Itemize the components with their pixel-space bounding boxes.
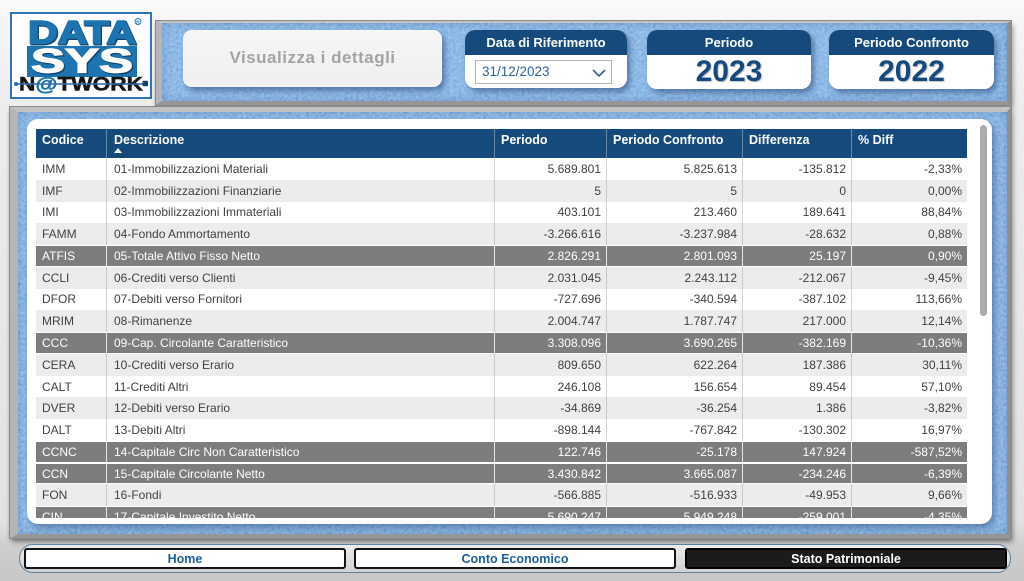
- svg-text:SYS: SYS: [32, 44, 134, 82]
- svg-text:N@TWORK: N @ TWORK: [19, 75, 143, 96]
- svg-text:DATA: DATA: [28, 14, 136, 50]
- svg-text:SYS: SYS: [31, 42, 133, 80]
- svg-text:R: R: [136, 19, 140, 25]
